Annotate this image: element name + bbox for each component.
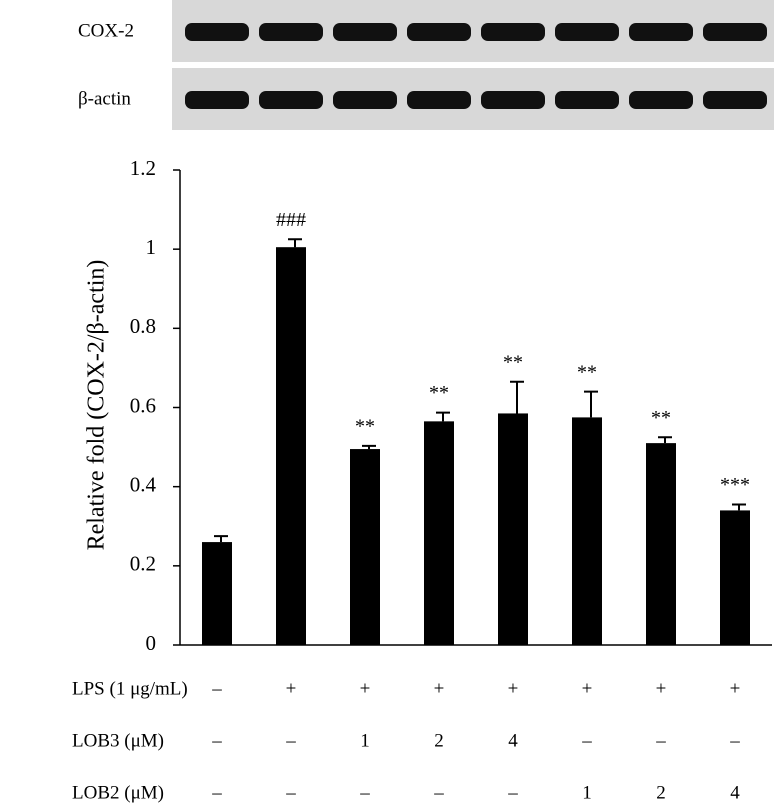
y-axis-label: Relative fold (COX-2/β-actin) [84,260,110,551]
treatment-label: LPS (1 μg/mL) [72,678,188,699]
blot-band [407,91,471,109]
error-bar [288,238,302,248]
blot-band [259,91,323,109]
blot-band [333,91,397,109]
treatment-value: 2 [656,782,666,803]
treatment-value: – [433,782,444,803]
blot-band [481,91,545,109]
bar [720,510,750,645]
y-tick-label: 0.8 [130,314,156,338]
blot-band [629,91,693,109]
y-tick-label: 0.6 [130,393,156,417]
treatment-label: LOB3 (μM) [72,730,164,751]
blot-label: COX-2 [78,20,134,41]
treatment-value: + [286,678,297,699]
treatment-value: – [211,730,222,751]
treatment-value: – [285,730,296,751]
bar [276,247,306,645]
blot-band [407,23,471,41]
y-tick-label: 0.2 [130,552,156,576]
treatment-value: 1 [360,730,370,751]
treatment-value: – [507,782,518,803]
treatment-value: – [285,782,296,803]
significance-label: ** [429,382,449,404]
bar [498,413,528,645]
treatment-value: + [582,678,593,699]
blot-label: β-actin [78,88,131,109]
y-tick-label: 1 [146,235,157,259]
bar [646,443,676,645]
blot-band [481,23,545,41]
treatment-value: + [656,678,667,699]
treatment-value: – [655,730,666,751]
significance-label: ** [503,351,523,373]
blot-band [185,23,249,41]
blot-band [629,23,693,41]
error-bar [658,436,672,444]
y-tick-label: 0 [146,631,157,655]
significance-label: ** [355,415,375,437]
significance-label: ### [276,209,306,231]
treatment-value: 2 [434,730,444,751]
treatment-value: – [211,678,222,699]
error-bar [732,503,746,511]
significance-label: ** [651,407,671,429]
error-bar [584,390,598,418]
treatment-label: LOB2 (μM) [72,782,164,803]
bar [572,417,602,645]
y-tick-label: 1.2 [130,156,156,180]
treatment-value: 4 [730,782,740,803]
blot-band [703,91,767,109]
treatment-value: 1 [582,782,592,803]
blot-band [703,23,767,41]
treatment-value: – [359,782,370,803]
bar [350,449,380,645]
bar [202,542,232,645]
blot-band [333,23,397,41]
blot-band [259,23,323,41]
error-bar [436,411,450,422]
significance-label: ** [577,361,597,383]
blot-band [555,23,619,41]
treatment-value: – [581,730,592,751]
significance-label: *** [720,474,750,496]
treatment-value: – [729,730,740,751]
error-bar [362,444,376,450]
error-bar [214,535,228,543]
treatment-value: + [434,678,445,699]
treatment-value: + [508,678,519,699]
treatment-value: 4 [508,730,518,751]
blot-band [185,91,249,109]
y-tick-label: 0.4 [130,472,157,496]
treatment-value: + [360,678,371,699]
error-bar [510,380,524,414]
bar [424,421,454,645]
treatment-value: + [730,678,741,699]
blot-band [555,91,619,109]
treatment-value: – [211,782,222,803]
